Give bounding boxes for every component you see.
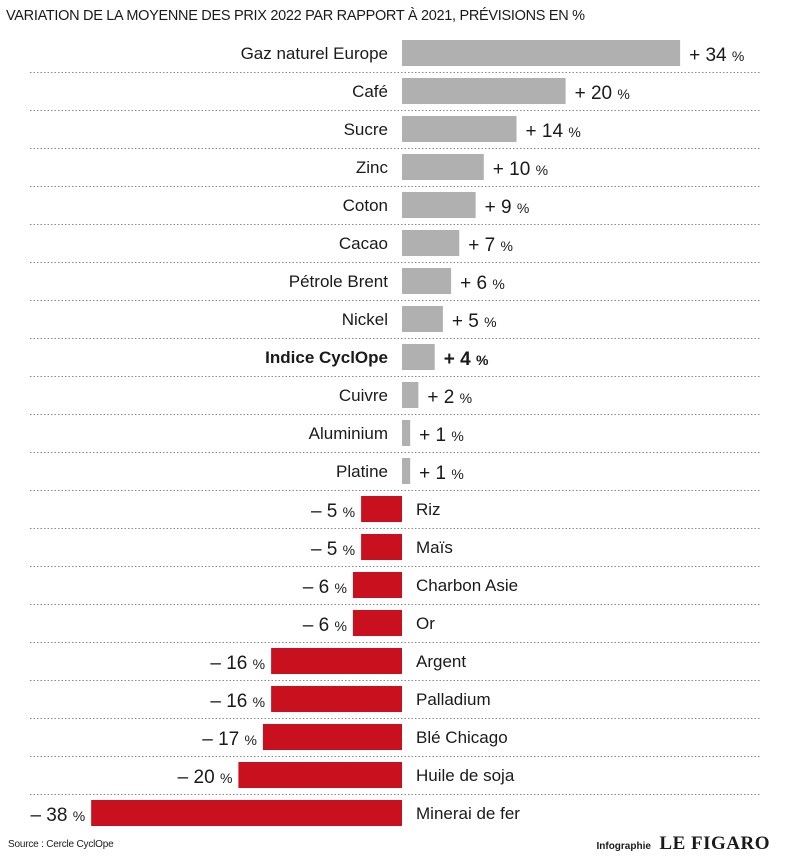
- category-label: Platine: [336, 462, 388, 481]
- value-unit: %: [343, 542, 355, 558]
- value-label: + 6 %: [460, 273, 505, 294]
- bar: [402, 116, 517, 142]
- category-label: Huile de soja: [416, 766, 515, 785]
- value-label: + 4 %: [444, 349, 489, 370]
- source-note: Source : Cercle CyclOpe: [8, 839, 114, 850]
- category-label: Cuivre: [339, 386, 388, 405]
- value-unit: %: [568, 124, 580, 140]
- value-unit: %: [484, 314, 496, 330]
- category-label: Argent: [416, 652, 466, 671]
- value-label: + 10 %: [493, 159, 548, 180]
- value-unit: %: [220, 770, 232, 786]
- bar: [402, 154, 484, 180]
- value-unit: %: [460, 390, 472, 406]
- value-label: + 2 %: [427, 387, 472, 408]
- bar: [352, 572, 402, 598]
- value-label: + 20 %: [575, 83, 630, 104]
- value-label: – 5 %: [311, 501, 355, 522]
- value-unit: %: [732, 48, 744, 64]
- value-unit: %: [500, 238, 512, 254]
- bar: [402, 382, 419, 408]
- bar: [402, 344, 435, 370]
- category-label: Aluminium: [309, 424, 388, 443]
- credit: Infographie LE FIGARO: [596, 833, 770, 855]
- value-unit: %: [334, 618, 346, 634]
- category-label: Minerai de fer: [416, 804, 520, 823]
- value-label: – 17 %: [202, 729, 257, 750]
- value-unit: %: [73, 808, 85, 824]
- bar: [402, 420, 411, 446]
- category-label: Cacao: [339, 234, 388, 253]
- credit-label: Infographie: [596, 841, 651, 852]
- value-unit: %: [334, 580, 346, 596]
- value-label: + 9 %: [485, 197, 530, 218]
- value-label: – 38 %: [30, 805, 85, 826]
- value-label: – 6 %: [303, 615, 347, 636]
- value-label: + 1 %: [419, 425, 464, 446]
- category-label: Maïs: [416, 538, 453, 557]
- bar: [402, 40, 681, 66]
- value-unit: %: [617, 86, 629, 102]
- value-unit: %: [343, 504, 355, 520]
- value-unit: %: [253, 694, 265, 710]
- bar: [352, 610, 402, 636]
- bar: [91, 800, 402, 826]
- bar: [402, 306, 443, 332]
- value-label: – 5 %: [311, 539, 355, 560]
- value-label: – 16 %: [210, 691, 265, 712]
- category-label: Gaz naturel Europe: [241, 44, 388, 63]
- value-label: + 5 %: [452, 311, 497, 332]
- value-label: + 34 %: [689, 45, 744, 66]
- category-label: Palladium: [416, 690, 491, 709]
- bar: [271, 686, 402, 712]
- category-label: Blé Chicago: [416, 728, 508, 747]
- value-unit: %: [451, 466, 463, 482]
- bar: [402, 458, 411, 484]
- bar: [361, 534, 402, 560]
- category-label: Café: [352, 82, 388, 101]
- value-unit: %: [517, 200, 529, 216]
- value-unit: %: [244, 732, 256, 748]
- value-unit: %: [536, 162, 548, 178]
- bar: [402, 268, 452, 294]
- category-label: Nickel: [342, 310, 388, 329]
- bar: [238, 762, 402, 788]
- value-unit: %: [492, 276, 504, 292]
- value-label: – 6 %: [303, 577, 347, 598]
- value-unit: %: [451, 428, 463, 444]
- bar: [361, 496, 402, 522]
- value-unit: %: [476, 352, 489, 368]
- category-label: Indice CyclOpe: [265, 348, 388, 367]
- value-label: + 1 %: [419, 463, 464, 484]
- value-label: – 16 %: [210, 653, 265, 674]
- bar: [271, 648, 402, 674]
- category-label: Sucre: [344, 120, 388, 139]
- category-label: Riz: [416, 500, 441, 519]
- category-label: Charbon Asie: [416, 576, 518, 595]
- bar: [402, 192, 476, 218]
- bar: [402, 78, 566, 104]
- category-label: Pétrole Brent: [289, 272, 388, 291]
- brand-logo: LE FIGARO: [659, 833, 770, 854]
- value-label: + 7 %: [468, 235, 513, 256]
- value-label: – 20 %: [178, 767, 233, 788]
- category-label: Or: [416, 614, 435, 633]
- value-unit: %: [253, 656, 265, 672]
- chart-title: VARIATION DE LA MOYENNE DES PRIX 2022 PA…: [6, 8, 585, 24]
- value-label: + 14 %: [526, 121, 581, 142]
- category-label: Coton: [343, 196, 388, 215]
- category-label: Zinc: [356, 158, 389, 177]
- bar: [402, 230, 460, 256]
- bar: [262, 724, 402, 750]
